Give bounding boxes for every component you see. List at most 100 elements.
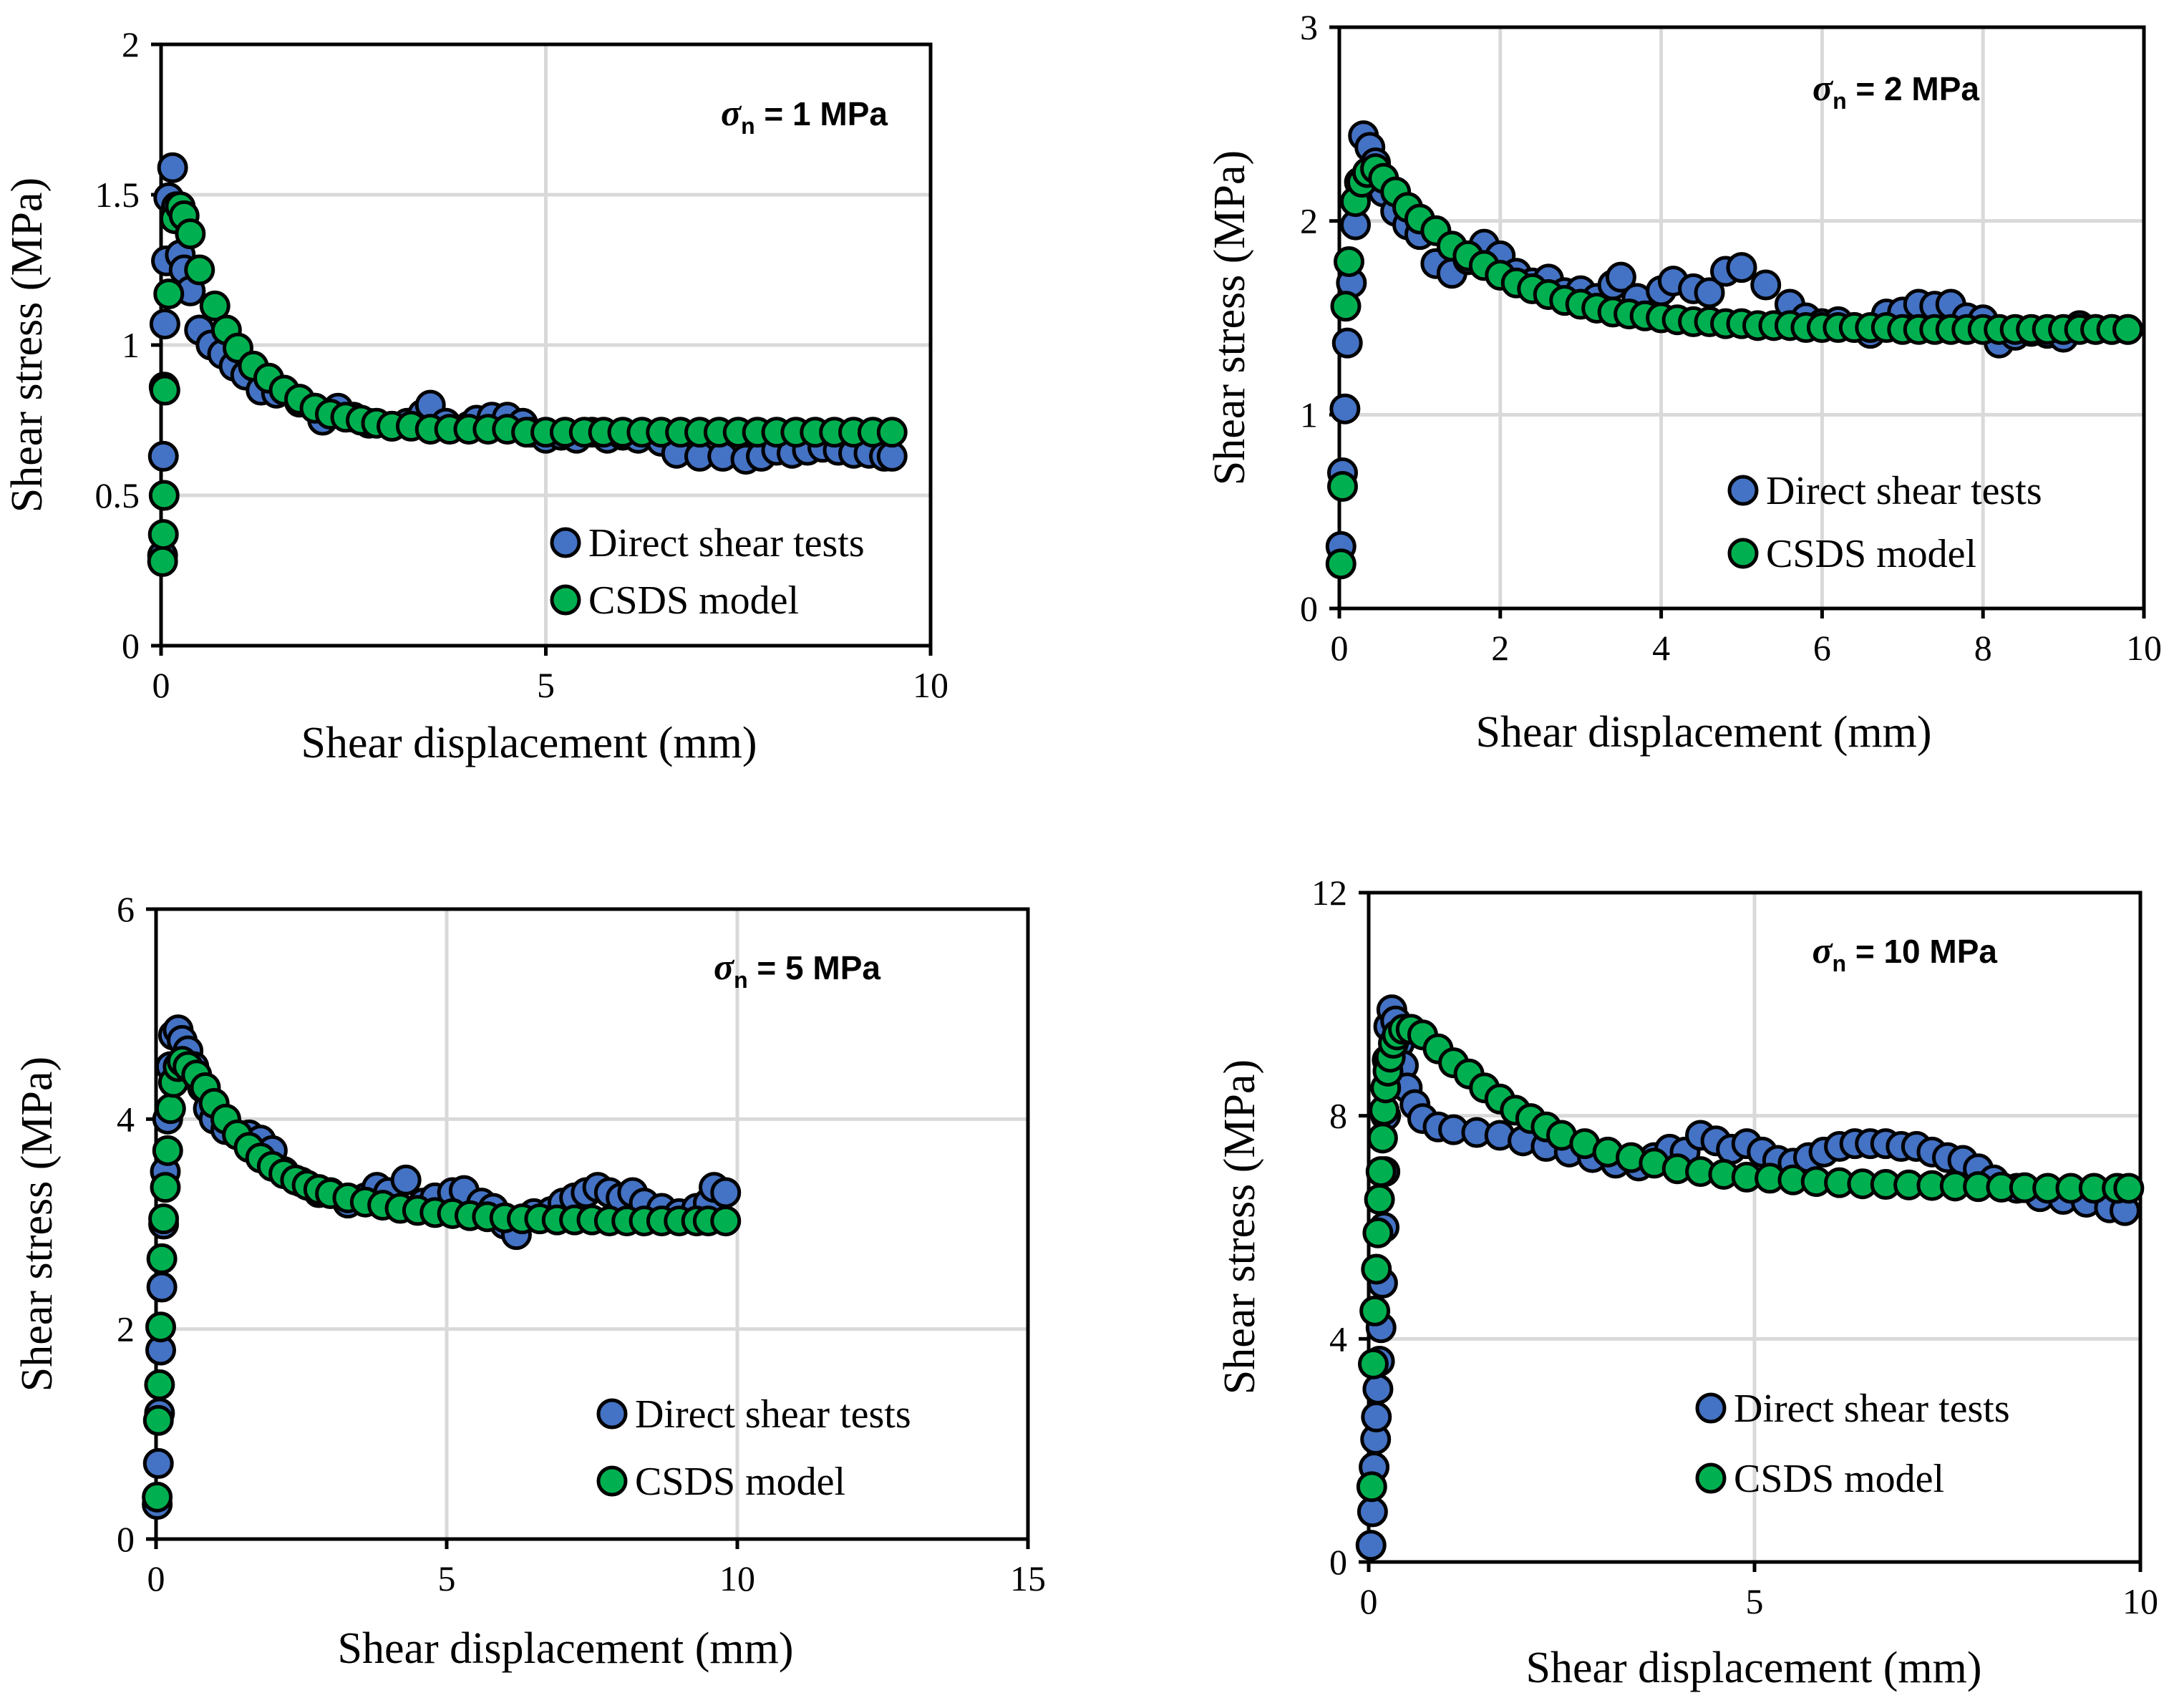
series-csds-model: [142, 1046, 742, 1513]
legend-label-direct-shear-tests: Direct shear tests: [1734, 1387, 2010, 1431]
legend-marker-csds-model: [550, 584, 581, 616]
csds-model-point: [142, 1481, 173, 1513]
chart-panel-4: 0 5 10 0 4 8 12 Shear displacement (mm) Shear st…: [1215, 873, 2158, 1692]
x-tick-label: 5: [1746, 1581, 1764, 1621]
x-axis-label: Shear displacement (mm): [301, 719, 757, 767]
legend-marker-csds-model: [1695, 1462, 1727, 1494]
csds-model-point: [1330, 291, 1362, 322]
direct-shear-point: [149, 309, 180, 340]
y-axis-label: Shear stress (MPa): [3, 178, 52, 513]
x-tick-label: 0: [147, 1558, 165, 1598]
csds-model-point: [1359, 1295, 1391, 1326]
csds-model-point: [155, 1093, 186, 1125]
direct-shear-point: [157, 152, 188, 183]
legend-marker-direct-shear-tests: [550, 527, 581, 558]
x-tick-label: 6: [1813, 628, 1831, 668]
direct-shear-point: [710, 1177, 742, 1208]
legend-label-csds-model: CSDS model: [635, 1460, 845, 1504]
csds-model-point: [149, 374, 180, 406]
csds-model-point: [1326, 470, 1358, 502]
csds-model-point: [148, 480, 180, 511]
csds-model-point: [145, 1311, 176, 1343]
csds-model-point: [144, 1369, 175, 1400]
csds-model-point: [1365, 1156, 1397, 1188]
csds-model-point: [142, 1404, 174, 1436]
csds-model-point: [148, 1203, 180, 1235]
legend-marker-direct-shear-tests: [1695, 1392, 1727, 1424]
csds-model-point: [2113, 1173, 2145, 1204]
legend-label-direct-shear-tests: Direct shear tests: [588, 521, 865, 566]
y-tick-label: 6: [117, 889, 135, 929]
direct-shear-point: [390, 1164, 422, 1195]
direct-shear-point: [1694, 277, 1725, 309]
chart-panel-3: 0 5 10 15 0 2 4 6 Shear displacement (mm) Shear s…: [13, 889, 1046, 1673]
direct-shear-point: [147, 440, 179, 472]
x-axis-label: Shear displacement (mm): [337, 1624, 793, 1673]
y-tick-label: 3: [1300, 7, 1318, 47]
legend-marker-csds-model: [1727, 538, 1759, 569]
legend-label-csds-model: CSDS model: [1734, 1457, 1944, 1501]
csds-model-point: [152, 1135, 183, 1166]
direct-shear-point: [1331, 327, 1363, 359]
csds-model-point: [1333, 246, 1364, 278]
y-axis-label: Shear stress (MPa): [13, 1057, 62, 1392]
x-tick-label: 8: [1974, 628, 1992, 668]
csds-model-point: [146, 1243, 178, 1274]
direct-shear-point: [1357, 1496, 1388, 1528]
x-tick-label: 10: [719, 1558, 755, 1598]
csds-model-point: [184, 254, 215, 286]
csds-model-point: [876, 417, 908, 448]
legend-marker-direct-shear-tests: [596, 1398, 628, 1430]
y-tick-label: 0: [122, 626, 140, 666]
y-tick-label: 2: [122, 24, 140, 64]
y-tick-label: 2: [117, 1309, 135, 1349]
x-tick-label: 10: [913, 665, 948, 705]
legend-label-csds-model: CSDS model: [1766, 532, 1976, 576]
direct-shear-point: [1750, 269, 1782, 301]
y-tick-label: 0.5: [95, 475, 140, 515]
y-axis-label: Shear stress (MPa): [1205, 150, 1254, 485]
y-tick-label: 12: [1311, 873, 1347, 913]
x-tick-label: 0: [152, 665, 170, 705]
csds-model-point: [1357, 1348, 1389, 1379]
csds-model-point: [1356, 1471, 1387, 1503]
legend: Direct shear tests CSDS model: [1695, 1387, 2010, 1501]
x-tick-label: 15: [1010, 1558, 1046, 1598]
x-tick-label: 5: [537, 665, 555, 705]
csds-model-point: [199, 290, 230, 321]
y-tick-label: 1.5: [95, 175, 140, 215]
x-tick-label: 5: [438, 1558, 456, 1598]
panel-title: σn = 10 MPa: [1812, 931, 1997, 976]
csds-model-point: [1364, 1184, 1395, 1216]
legend-marker-direct-shear-tests: [1727, 475, 1759, 506]
y-axis-label: Shear stress (MPa): [1215, 1059, 1264, 1394]
x-tick-label: 4: [1652, 628, 1670, 668]
legend: Direct shear tests CSDS model: [550, 521, 865, 623]
y-tick-label: 1: [122, 325, 140, 365]
legend-marker-csds-model: [596, 1465, 628, 1497]
y-tick-label: 2: [1300, 201, 1318, 241]
series-csds-model: [1325, 153, 2144, 580]
legend: Direct shear tests CSDS model: [1727, 469, 2042, 576]
csds-model-point: [710, 1205, 742, 1237]
legend-label-direct-shear-tests: Direct shear tests: [1766, 469, 2042, 513]
x-tick-label: 0: [1331, 628, 1349, 668]
y-tick-label: 0: [1300, 588, 1318, 629]
x-tick-label: 2: [1491, 628, 1509, 668]
x-axis-label: Shear displacement (mm): [1525, 1644, 1981, 1692]
csds-model-point: [175, 218, 206, 250]
x-tick-label: 10: [2122, 1581, 2158, 1621]
direct-shear-point: [1355, 1530, 1387, 1561]
csds-model-point: [1367, 1122, 1398, 1154]
x-tick-label: 0: [1360, 1581, 1378, 1621]
y-tick-label: 4: [1329, 1319, 1347, 1359]
direct-shear-point: [1362, 1373, 1394, 1404]
direct-shear-point: [1329, 393, 1361, 424]
csds-model-point: [147, 519, 179, 550]
y-tick-label: 1: [1300, 394, 1318, 435]
y-tick-label: 0: [117, 1519, 135, 1559]
csds-model-point: [153, 278, 185, 310]
series-direct-shear-tests: [142, 1014, 742, 1520]
x-axis-label: Shear displacement (mm): [1475, 708, 1931, 757]
x-tick-label: 10: [2126, 628, 2162, 668]
